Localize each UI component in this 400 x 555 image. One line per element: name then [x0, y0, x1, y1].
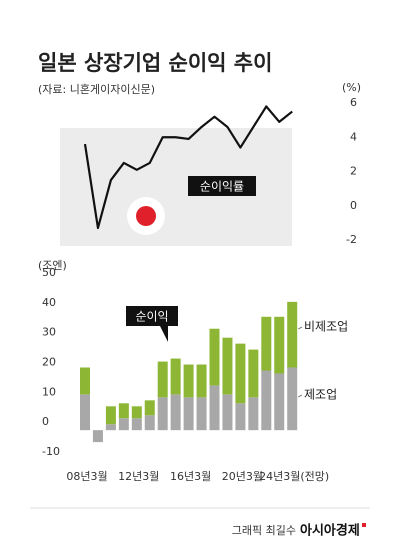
- y-tick-label: 20: [42, 356, 56, 369]
- bar: [105, 406, 116, 425]
- y-tick-label: 10: [42, 385, 56, 398]
- bar: [287, 301, 298, 368]
- flag-sun: [136, 206, 156, 226]
- bar: [118, 418, 129, 431]
- annotation: 순이익: [135, 310, 168, 324]
- credit: 그래픽 최길수: [232, 524, 296, 537]
- bar: [274, 373, 285, 431]
- x-tick-label: 08년3월: [66, 470, 107, 483]
- annotation-box: [126, 306, 178, 326]
- leader-line: [298, 326, 303, 330]
- bar: [144, 415, 155, 431]
- bar: [261, 316, 272, 371]
- bar: [235, 403, 246, 431]
- bar: [131, 406, 142, 419]
- bar: [196, 364, 207, 398]
- bar: [209, 385, 220, 431]
- bar: [80, 367, 90, 395]
- x-tick-label: 20년3월: [222, 470, 263, 483]
- bar: [183, 364, 194, 398]
- y-unit: (%): [342, 81, 361, 94]
- bar: [131, 418, 142, 431]
- title: 일본 상장기업 순이익 추이: [38, 51, 272, 75]
- label-box: [188, 176, 256, 196]
- x-tick-label: 24년3월(전망): [259, 470, 329, 483]
- y-tick-label: 30: [42, 326, 56, 339]
- x-tick-label: 16년3월: [170, 470, 211, 483]
- bar: [144, 400, 155, 416]
- y-tick-label: 0: [42, 415, 49, 428]
- bar: [80, 394, 90, 431]
- bar: [261, 370, 272, 431]
- y-tick-label: -10: [42, 445, 60, 458]
- bar: [209, 328, 220, 386]
- bar: [222, 337, 233, 395]
- y-tick-label: 0: [350, 199, 357, 212]
- bar: [157, 397, 168, 431]
- bar: [170, 394, 181, 431]
- y-unit: (조엔): [38, 259, 67, 272]
- bar: [105, 424, 116, 431]
- series-label: 순이익률: [200, 180, 244, 194]
- subtitle: (자료: 니혼게이자이신문): [38, 83, 155, 96]
- line: [83, 105, 293, 230]
- panel: [60, 128, 292, 246]
- bar: [287, 367, 298, 431]
- bar: [183, 397, 194, 431]
- leader-line: [298, 394, 303, 398]
- bar: [248, 397, 259, 431]
- bar: [92, 430, 103, 443]
- y-tick-label: -2: [346, 233, 357, 246]
- annotation-pointer: [160, 326, 168, 342]
- bar: [170, 358, 181, 395]
- bar: [118, 403, 129, 419]
- bar: [248, 349, 259, 398]
- y-tick-label: 4: [350, 130, 357, 143]
- legend-label: 제조업: [304, 388, 337, 402]
- legend-label: 비제조업: [304, 320, 348, 334]
- bar: [222, 394, 233, 431]
- bar: [157, 361, 168, 398]
- bar: [274, 316, 285, 374]
- y-tick-label: 2: [350, 165, 357, 178]
- bar: [196, 397, 207, 431]
- y-tick-label: 40: [42, 296, 56, 309]
- brand: 아시아경제: [300, 523, 360, 539]
- brand-dot: [362, 523, 366, 527]
- bar: [235, 343, 246, 404]
- y-tick-label: 50: [42, 266, 56, 279]
- x-tick-label: 12년3월: [118, 470, 159, 483]
- y-tick-label: 6: [350, 96, 357, 109]
